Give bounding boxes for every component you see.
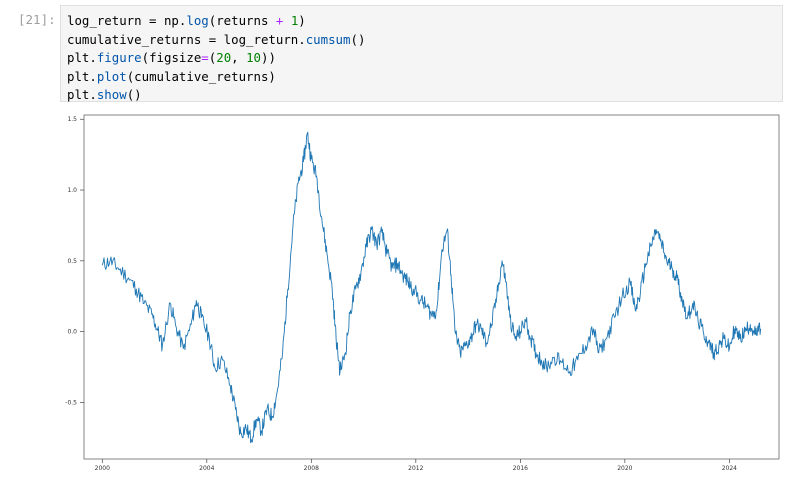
code-token: ( <box>208 50 217 66</box>
code-token: cumulative_returns = log_return. <box>67 31 306 47</box>
code-token: plt. <box>67 50 97 66</box>
code-text[interactable]: log_return = np.log(returns + 1) cumulati… <box>67 12 365 105</box>
series-line <box>101 131 762 444</box>
code-token: figure <box>96 50 142 66</box>
x-tick-label: 2012 <box>408 465 423 472</box>
x-tick-label: 2024 <box>722 465 737 472</box>
code-token: (returns <box>208 13 276 28</box>
code-line: plt.show() <box>67 86 365 105</box>
code-token: 1 <box>290 13 299 28</box>
x-tick-label: 2020 <box>617 465 632 472</box>
x-tick-label: 2008 <box>304 465 319 472</box>
code-token: 20 <box>216 50 232 66</box>
code-editor[interactable]: log_return = np.log(returns + 1) cumulati… <box>60 5 783 102</box>
x-tick-label: 2004 <box>199 465 214 472</box>
y-tick-label: 1.5 <box>67 116 77 123</box>
y-tick-label: 1.0 <box>67 187 77 194</box>
code-token: show <box>96 87 127 103</box>
output-area: -0.5 0.0 0.5 1.0 1.5 2000 2004 2008 2012 2016 2020… <box>60 110 794 478</box>
x-tick-label: 2016 <box>513 465 528 472</box>
code-line: cumulative_returns = log_return.cumsum() <box>67 31 365 50</box>
code-token: (figsize <box>141 50 202 66</box>
line-chart: -0.5 0.0 0.5 1.0 1.5 2000 2004 2008 2012 2016 2020… <box>65 114 780 472</box>
code-token: + <box>275 13 284 28</box>
code-token: () <box>350 31 366 47</box>
code-cell[interactable]: [21]: log_return = np.log(returns + 1) cu… <box>0 0 794 110</box>
code-token: (cumulative_returns) <box>126 68 276 84</box>
code-token: () <box>126 87 142 103</box>
code-token: log <box>186 13 209 28</box>
code-token: 10 <box>246 50 261 66</box>
execution-prompt: [21]: <box>18 12 56 27</box>
x-tick-label: 2000 <box>95 465 110 472</box>
code-token: plot <box>96 68 127 84</box>
y-tick-label: 0.0 <box>67 329 77 336</box>
y-tick-label: -0.5 <box>65 399 77 406</box>
code-token: plt. <box>67 87 97 103</box>
code-line: plt.figure(figsize=(20, 10)) <box>67 49 365 68</box>
code-token: )) <box>261 50 276 66</box>
plot-frame <box>83 114 780 460</box>
code-line: log_return = np.log(returns + 1) <box>67 12 365 31</box>
code-token: plt. <box>67 68 97 84</box>
code-token: = <box>201 50 209 66</box>
code-line: plt.plot(cumulative_returns) <box>67 68 365 87</box>
code-token: log_return = np. <box>67 13 187 28</box>
code-token <box>283 13 290 28</box>
code-token: , <box>231 50 247 66</box>
y-tick-label: 0.5 <box>67 258 77 265</box>
code-token: ) <box>298 13 306 28</box>
code-token: cumsum <box>305 31 351 47</box>
